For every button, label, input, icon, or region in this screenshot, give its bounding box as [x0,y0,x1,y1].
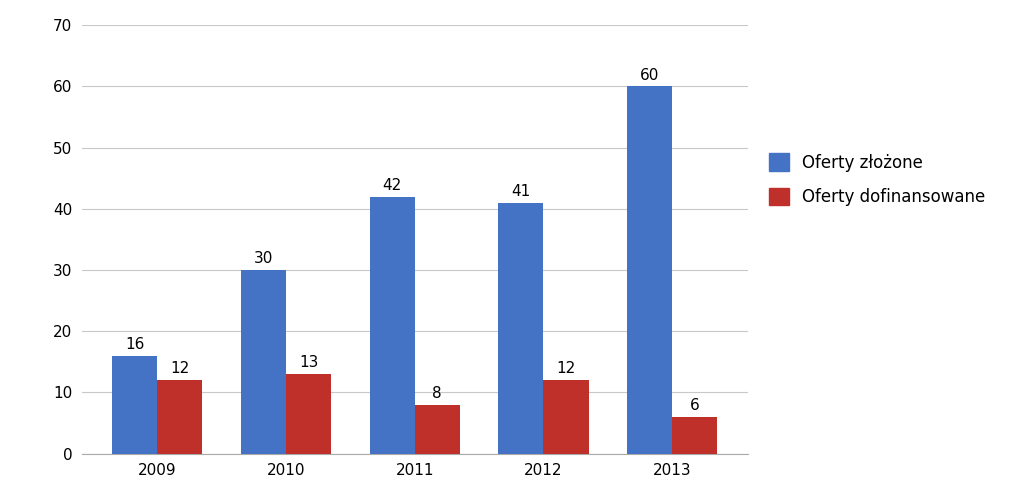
Text: 12: 12 [556,361,575,376]
Bar [286,374,331,454]
Bar [370,197,415,454]
Bar [544,380,589,454]
Bar [158,380,203,454]
Text: 6: 6 [690,398,699,413]
Bar [499,203,544,454]
Legend: Oferty złożone, Oferty dofinansowane: Oferty złożone, Oferty dofinansowane [769,154,986,207]
Text: 42: 42 [383,178,401,193]
Text: 30: 30 [254,251,273,266]
Bar [241,270,286,454]
Bar [672,417,717,454]
Text: 16: 16 [125,337,144,352]
Text: 41: 41 [511,184,530,199]
Text: 12: 12 [170,361,189,376]
Bar [113,356,158,454]
Text: 8: 8 [432,386,442,401]
Bar [627,86,672,454]
Text: 60: 60 [640,68,659,83]
Text: 13: 13 [299,355,318,370]
Bar [415,405,460,454]
